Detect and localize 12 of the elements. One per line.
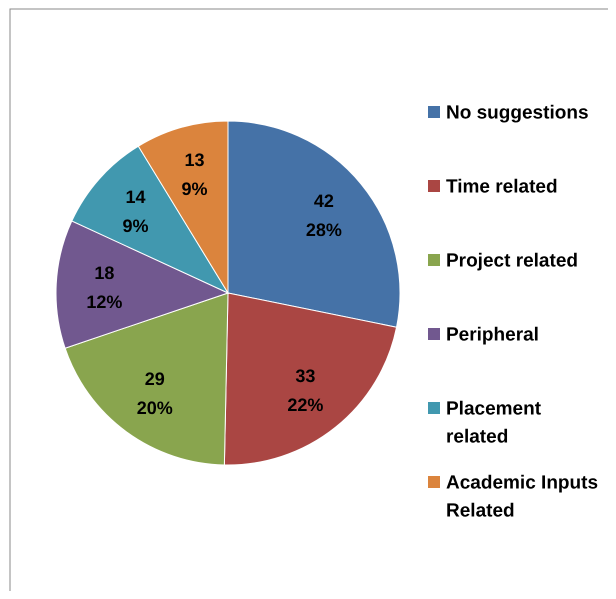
legend-label: Placement related <box>446 398 542 448</box>
data-label: 33 22% <box>287 366 324 416</box>
data-label: 42 28% <box>306 190 342 240</box>
data-label: 13 9% <box>181 150 208 200</box>
legend-label: Project related <box>446 250 578 272</box>
legend-label: Peripheral <box>446 324 539 346</box>
data-label: 29 20% <box>136 369 173 418</box>
legend-label: Time related <box>446 176 558 198</box>
data-label: 18 12% <box>86 262 122 312</box>
legend-label: No suggestions <box>446 102 589 124</box>
legend-label: Academic Inputs Related <box>446 472 598 522</box>
data-label: 14 9% <box>122 186 149 236</box>
